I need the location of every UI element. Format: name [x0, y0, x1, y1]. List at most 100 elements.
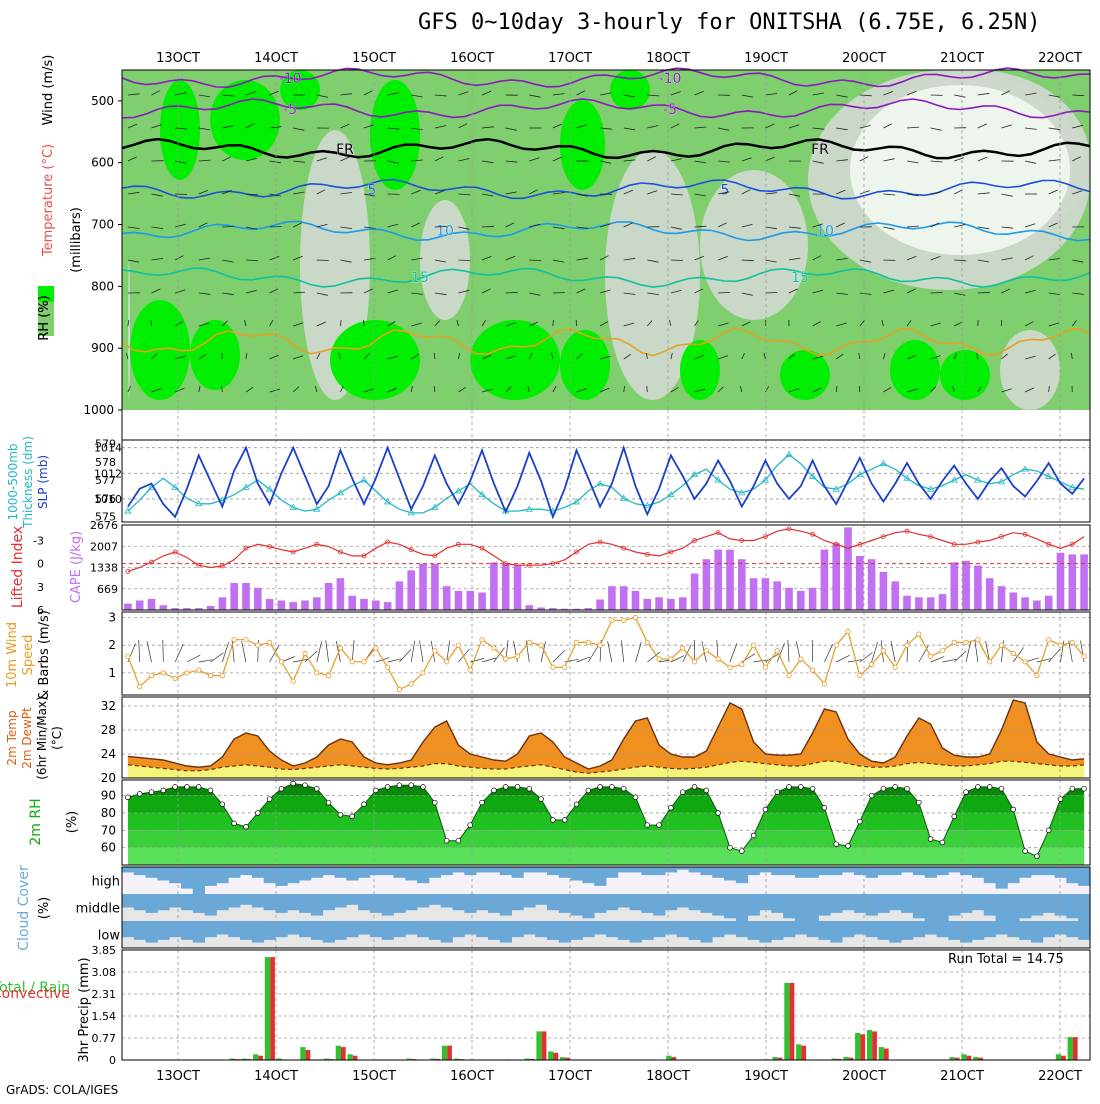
wind-speed-point — [504, 657, 508, 661]
axis-side-label: Wind (m/s) — [41, 55, 56, 126]
cloud-cell — [417, 894, 429, 908]
precip-total-bar — [666, 1056, 671, 1060]
cloud-cell — [665, 894, 677, 910]
rh-point — [397, 783, 402, 788]
x-tick-label-bottom: 14OCT — [254, 1069, 298, 1084]
rh-point — [692, 785, 697, 790]
rh-point — [763, 807, 768, 812]
wind-speed-point — [421, 671, 425, 675]
wind-speed-point — [563, 665, 567, 669]
cloud-cell — [783, 921, 795, 937]
wind-speed-point — [326, 673, 330, 677]
cloud-cell — [1019, 921, 1031, 940]
lifted-tick-label: 3 — [37, 581, 44, 594]
rh-point — [421, 785, 426, 790]
cloud-cell — [488, 894, 500, 913]
cloud-cell — [771, 921, 783, 940]
wind-barb-10m — [788, 640, 789, 662]
cloud-cell — [948, 867, 960, 872]
cloud-cell — [417, 921, 429, 937]
cape-bar — [880, 572, 888, 610]
cloud-cell — [547, 921, 559, 940]
cape-bar — [467, 591, 475, 610]
wind-barb — [317, 260, 329, 261]
cloud-cell — [677, 921, 689, 937]
rh-point — [999, 786, 1004, 791]
wind-speed-point — [385, 665, 389, 669]
temp-tick-label: 32 — [101, 699, 116, 713]
rh-point — [303, 783, 308, 788]
cloud-cell — [937, 894, 949, 921]
cloud-cell — [228, 867, 240, 878]
rh-point — [492, 788, 497, 793]
wind-barb-10m — [352, 640, 354, 662]
cloud-cell — [842, 921, 854, 937]
rh-point — [185, 785, 190, 790]
cape-bar — [951, 562, 959, 610]
cloud-cell — [512, 867, 524, 878]
rh-point — [834, 842, 839, 847]
cape-bar — [384, 602, 392, 610]
cloud-row-label: middle — [76, 902, 120, 917]
wind-barb-10m — [411, 641, 415, 662]
lifted-index-line — [128, 529, 1084, 572]
cloud-cell — [370, 867, 382, 875]
rh-point — [161, 788, 166, 793]
wind-barb-10m — [458, 649, 469, 662]
cloud-cell — [429, 867, 441, 878]
cloud-cell — [476, 921, 488, 937]
cloud-cell — [134, 921, 146, 940]
cloud-cell — [618, 894, 630, 908]
cape-bar — [891, 581, 899, 610]
cloud-cell — [169, 921, 181, 937]
cloud-cell — [1066, 867, 1078, 883]
cloud-cell — [346, 921, 358, 937]
rh-dry-region — [700, 170, 808, 320]
cloud-cell — [984, 894, 996, 916]
cloud-cell — [181, 867, 193, 889]
wind-barb-10m — [891, 641, 895, 662]
rh-point — [798, 785, 803, 790]
rh-point — [1082, 786, 1087, 791]
cloud-cell — [819, 894, 831, 916]
cloud-cell — [724, 921, 736, 935]
cloud-cell — [795, 894, 807, 921]
wind-barb-10m — [326, 640, 329, 662]
rh-moist-region — [210, 80, 280, 160]
upper-air-blank-strip — [122, 410, 1090, 440]
cape-bar — [998, 586, 1006, 610]
rh-point — [916, 800, 921, 805]
cloud-cell — [299, 921, 311, 937]
cape-bar — [419, 564, 427, 610]
wind-tick-label: 2 — [108, 638, 116, 652]
cloud-cell — [736, 894, 748, 921]
cape-bar — [514, 566, 522, 611]
wind-speed-point — [574, 640, 578, 644]
axis-side-label: Lifted Index — [10, 526, 26, 608]
cape-bar — [407, 570, 415, 610]
cloud-cell — [630, 867, 642, 872]
x-tick-label-top: 18OCT — [646, 51, 690, 66]
cloud-cell — [748, 867, 760, 875]
wind-speed-point — [822, 682, 826, 686]
cloud-cell — [712, 921, 724, 937]
cloud-cell — [819, 921, 831, 940]
rh-point — [940, 840, 945, 845]
cape-bar — [797, 591, 805, 610]
cloud-cell — [382, 921, 394, 940]
cloud-cell — [394, 894, 406, 913]
wind-speed-point — [338, 646, 342, 650]
rh-point — [1011, 807, 1016, 812]
cloud-cell — [500, 894, 512, 916]
wind-speed-point — [444, 660, 448, 664]
cloud-cell — [512, 894, 524, 910]
wind-speed-point — [433, 649, 437, 653]
cloud-cell — [500, 921, 512, 943]
cape-bar — [372, 601, 380, 611]
rh-moist-region — [780, 350, 830, 400]
cloud-cell — [700, 921, 712, 943]
wind-speed-point — [1070, 640, 1074, 644]
precip-total-bar — [796, 1044, 801, 1060]
